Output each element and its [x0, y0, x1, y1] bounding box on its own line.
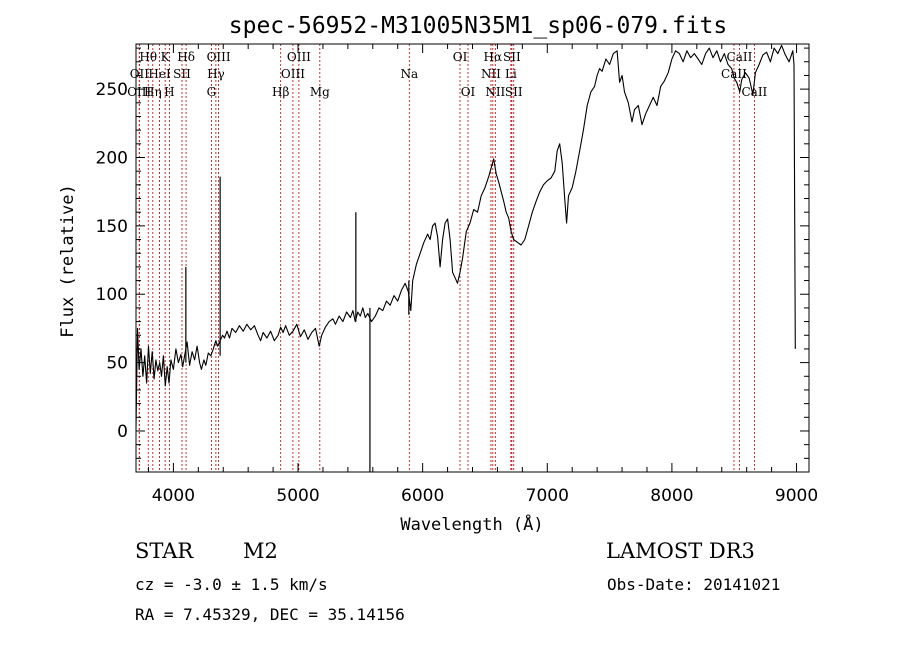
line-label-22: Li — [505, 67, 517, 81]
line-label-6: Hδ — [177, 50, 195, 64]
y-tick-label-4: 200 — [96, 148, 128, 168]
line-label-5: Hη — [144, 85, 162, 99]
x-tick-label-3: 7000 — [526, 486, 569, 506]
emission-line-markers — [138, 44, 755, 472]
line-label-27: CaII — [741, 85, 767, 99]
line-label-25: CaII — [727, 50, 753, 64]
line-label-23: NII — [485, 85, 505, 99]
line-label-0: Hθ — [139, 50, 157, 64]
x-tick-label-1: 5000 — [276, 486, 319, 506]
sky-coordinates: RA = 7.45329, DEC = 35.14156 — [135, 605, 405, 624]
spectrum-line — [135, 44, 796, 429]
x-axis-label: Wavelength (Å) — [400, 513, 543, 535]
axis-tick-labels: 4000 5000 6000 7000 8000 9000 0 50 100 150 200 250 — [96, 80, 819, 506]
y-axis-label: Flux (relative) — [58, 184, 78, 338]
x-tick-label-5: 9000 — [775, 486, 818, 506]
line-label-9: OIII — [207, 50, 231, 64]
x-tick-label-2: 6000 — [401, 486, 444, 506]
chart-title: spec-56952-M31005N35M1_sp06-079.fits — [229, 13, 728, 39]
line-label-13: OIII — [287, 50, 311, 64]
line-label-15: Mg — [310, 85, 330, 99]
x-tick-label-4: 8000 — [650, 486, 693, 506]
emission-line-labels: Hθ OII OIII K HeI Hη Hδ SII H OIII Hγ G Hβ OIII OIII Mg… — [127, 50, 767, 99]
redshift-value: cz = -3.0 ± 1.5 km/s — [135, 575, 328, 594]
line-label-3: K — [161, 50, 171, 64]
line-label-11: G — [207, 85, 217, 99]
survey-name: LAMOST DR3 — [606, 539, 755, 563]
line-label-26: CaII — [721, 67, 747, 81]
line-label-4: HeI — [148, 67, 171, 81]
line-label-2: OIII — [127, 85, 151, 99]
y-tick-label-1: 50 — [106, 354, 128, 374]
line-label-10: Hγ — [207, 67, 225, 81]
y-tick-label-3: 150 — [96, 217, 128, 237]
y-tick-label-5: 250 — [96, 80, 128, 100]
x-tick-label-0: 4000 — [152, 486, 195, 506]
line-label-19: Hα — [484, 50, 503, 64]
spectrum-series — [135, 44, 796, 472]
line-label-24: SII — [505, 85, 523, 99]
axis-ticks — [136, 44, 809, 472]
y-tick-label-0: 0 — [117, 422, 128, 442]
line-label-14: OIII — [281, 67, 305, 81]
line-label-17: OI — [453, 50, 468, 64]
line-label-12: Hβ — [272, 85, 289, 99]
line-label-18: OI — [461, 85, 476, 99]
line-label-7: SII — [173, 67, 191, 81]
observation-date: Obs-Date: 20141021 — [607, 575, 781, 594]
line-label-8: H — [164, 85, 174, 99]
object-type: STAR — [135, 539, 194, 563]
line-label-1: OII — [130, 67, 150, 81]
y-tick-label-2: 100 — [96, 285, 128, 305]
line-label-16: Na — [400, 67, 418, 81]
line-label-20: SII — [503, 50, 521, 64]
line-label-21: NII — [481, 67, 501, 81]
plot-frame — [135, 43, 810, 473]
spectral-subclass: M2 — [243, 539, 278, 563]
